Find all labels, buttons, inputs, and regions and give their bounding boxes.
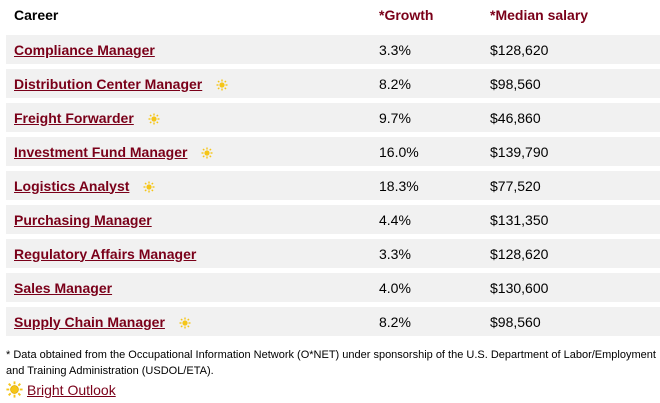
career-link[interactable]: Distribution Center Manager (14, 75, 203, 92)
salary-cell: $98,560 (482, 69, 660, 98)
header-median-salary: *Median salary (490, 7, 589, 23)
career-link[interactable]: Purchasing Manager (14, 211, 152, 228)
table-row: Logistics Analyst 18.3% $77,520 (6, 171, 660, 200)
growth-cell: 8.2% (371, 69, 482, 98)
career-cell: Distribution Center Manager (6, 69, 371, 98)
salary-cell: $130,600 (482, 273, 660, 302)
salary-cell: $139,790 (482, 137, 660, 166)
growth-cell: 9.7% (371, 103, 482, 132)
salary-cell: $46,860 (482, 103, 660, 132)
career-page: Career *Growth *Median salary Compliance… (6, 0, 660, 398)
salary-cell: $128,620 (482, 35, 660, 64)
growth-cell: 8.2% (371, 307, 482, 336)
table-header-row: Career *Growth *Median salary (6, 0, 660, 30)
growth-cell: 18.3% (371, 171, 482, 200)
table-row: Purchasing Manager 4.4% $131,350 (6, 205, 660, 234)
salary-cell: $128,620 (482, 239, 660, 268)
career-link[interactable]: Regulatory Affairs Manager (14, 245, 197, 262)
career-link[interactable]: Investment Fund Manager (14, 143, 188, 160)
growth-cell: 4.4% (371, 205, 482, 234)
career-cell: Compliance Manager (6, 35, 371, 64)
growth-cell: 3.3% (371, 35, 482, 64)
career-cell: Investment Fund Manager (6, 137, 371, 166)
bright-outlook-sun-icon (148, 113, 160, 125)
career-link[interactable]: Sales Manager (14, 279, 113, 296)
career-table: Career *Growth *Median salary Compliance… (6, 0, 660, 341)
career-cell: Supply Chain Manager (6, 307, 371, 336)
salary-cell: $131,350 (482, 205, 660, 234)
growth-cell: 3.3% (371, 239, 482, 268)
career-link[interactable]: Supply Chain Manager (14, 313, 165, 330)
bright-outlook-legend: Bright Outlook (6, 381, 660, 398)
career-link[interactable]: Compliance Manager (14, 41, 155, 58)
career-cell: Purchasing Manager (6, 205, 371, 234)
header-career: Career (14, 7, 59, 23)
bright-outlook-link[interactable]: Bright Outlook (27, 381, 116, 398)
table-row: Sales Manager 4.0% $130,600 (6, 273, 660, 302)
salary-cell: $77,520 (482, 171, 660, 200)
table-row: Supply Chain Manager 8.2% $98,560 (6, 307, 660, 336)
bright-outlook-sun-icon (143, 181, 155, 193)
career-link[interactable]: Logistics Analyst (14, 177, 130, 194)
bright-outlook-sun-icon (216, 79, 228, 91)
table-row: Distribution Center Manager 8.2% $98,560 (6, 69, 660, 98)
table-row: Compliance Manager 3.3% $128,620 (6, 35, 660, 64)
sun-icon (6, 381, 23, 398)
growth-cell: 16.0% (371, 137, 482, 166)
career-cell: Freight Forwarder (6, 103, 371, 132)
table-row: Investment Fund Manager 16.0% $139,790 (6, 137, 660, 166)
career-cell: Regulatory Affairs Manager (6, 239, 371, 268)
growth-cell: 4.0% (371, 273, 482, 302)
salary-cell: $98,560 (482, 307, 660, 336)
table-row: Regulatory Affairs Manager 3.3% $128,620 (6, 239, 660, 268)
bright-outlook-sun-icon (179, 317, 191, 329)
career-link[interactable]: Freight Forwarder (14, 109, 134, 126)
career-cell: Sales Manager (6, 273, 371, 302)
table-row: Freight Forwarder 9.7% $46,860 (6, 103, 660, 132)
data-source-footnote: * Data obtained from the Occupational In… (6, 349, 656, 377)
career-cell: Logistics Analyst (6, 171, 371, 200)
header-growth: *Growth (379, 7, 434, 23)
bright-outlook-sun-icon (201, 147, 213, 159)
